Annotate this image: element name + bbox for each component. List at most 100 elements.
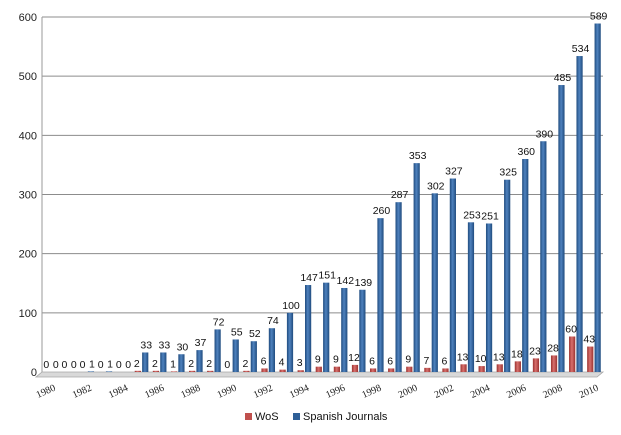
bar-wos: [207, 370, 214, 372]
data-labels: 0 0 0 0 0 1 0 1 0 0 233233130237272055252674410031…: [43, 11, 607, 371]
bar-spanish-journals: [323, 282, 330, 372]
bar-wos: [170, 371, 178, 372]
x-tick-label: 2004: [469, 383, 492, 401]
value-label-wos: 0: [43, 359, 49, 371]
x-tick-label: 2002: [433, 383, 456, 401]
bar-spanish-journals: [250, 341, 257, 372]
bar-spanish-journals: [305, 285, 312, 372]
bar-spanish-journals: [558, 85, 565, 373]
bar-spanish-journals: [485, 223, 493, 372]
x-tick-label: 1980: [35, 383, 58, 401]
value-label-wos: 9: [315, 354, 321, 366]
bar-wos: [478, 366, 485, 372]
value-label-spanish-journals: 360: [517, 146, 535, 158]
bar-spanish-journals: [395, 202, 402, 372]
value-label-wos: 2: [134, 358, 140, 370]
y-tick-label: 500: [19, 71, 37, 83]
value-label-wos: 7: [423, 355, 429, 367]
x-tick-label: 1982: [71, 383, 94, 401]
bar-wos: [550, 355, 558, 372]
bar-spanish-journals: [431, 193, 438, 372]
y-tick-label: 0: [31, 367, 37, 379]
y-tick-label: 100: [19, 308, 37, 320]
bar-spanish-journals: [522, 159, 529, 372]
value-label-wos: 0: [224, 359, 230, 371]
value-label-wos: 2: [188, 358, 194, 370]
value-label-spanish-journals: 1: [89, 358, 95, 370]
value-label-wos: 60: [565, 324, 577, 336]
value-label-wos: 10: [475, 353, 487, 365]
bar-wos: [460, 364, 467, 372]
x-tick-label: 2000: [397, 383, 420, 401]
value-label-spanish-journals: 287: [391, 189, 409, 201]
value-label-spanish-journals: 1: [107, 358, 113, 370]
value-label-wos: 0: [116, 359, 122, 371]
x-tick-label: 1998: [360, 383, 383, 401]
bar-spanish-journals: [594, 23, 601, 373]
value-label-spanish-journals: 589: [590, 11, 608, 23]
bar-wos: [496, 364, 503, 372]
x-tick-label: 2008: [541, 383, 564, 401]
value-label-spanish-journals: 485: [554, 72, 572, 84]
bar-spanish-journals: [268, 328, 276, 372]
x-tick-label: 1994: [288, 383, 311, 401]
value-label-spanish-journals: 302: [427, 180, 445, 192]
value-label-spanish-journals: 100: [282, 300, 300, 312]
value-label-wos: 13: [493, 351, 505, 363]
bar-spanish-journals: [576, 56, 583, 373]
value-label-wos: 18: [511, 348, 523, 360]
value-label-spanish-journals: 33: [158, 339, 170, 351]
value-label-spanish-journals: 260: [373, 205, 391, 217]
bar-spanish-journals: [214, 329, 221, 372]
bar-wos: [424, 367, 431, 372]
bar-wos: [261, 368, 268, 372]
value-label-spanish-journals: 72: [213, 316, 225, 328]
legend-label-wos: WoS: [255, 411, 279, 423]
bar-spanish-journals: [377, 218, 384, 372]
legend: WoS Spanish Journals: [245, 411, 388, 423]
value-label-wos: 0: [80, 359, 86, 371]
legend-swatch-wos: [245, 413, 252, 420]
value-label-spanish-journals: 55: [231, 326, 243, 338]
bar-wos: [189, 370, 196, 372]
value-label-wos: 6: [261, 355, 267, 367]
bar-spanish-journals: [504, 179, 511, 372]
value-label-spanish-journals: 534: [572, 43, 590, 55]
x-tick-label: 1986: [143, 383, 166, 401]
legend-swatch-spanish-journals: [293, 413, 300, 420]
value-label-wos: 2: [152, 358, 158, 370]
value-label-wos: 3: [297, 357, 303, 369]
bar-spanish-journals: [178, 354, 185, 372]
value-label-wos: 2: [242, 358, 248, 370]
bar-spanish-journals: [449, 178, 456, 372]
gridlines: [42, 16, 603, 314]
value-label-wos: 0: [62, 359, 68, 371]
value-label-wos: 23: [529, 345, 541, 357]
x-tick-label: 1988: [179, 383, 202, 401]
value-label-spanish-journals: 37: [195, 337, 207, 349]
bar-spanish-journals: [105, 371, 113, 372]
bar-wos: [532, 358, 540, 372]
bar-spanish-journals: [413, 163, 420, 372]
value-label-spanish-journals: 74: [267, 315, 279, 327]
value-label-spanish-journals: 151: [318, 270, 336, 282]
bar-spanish-journals: [196, 350, 203, 372]
bar-spanish-journals: [232, 339, 239, 372]
value-label-wos: 13: [457, 351, 469, 363]
bar-wos: [442, 368, 449, 372]
value-label-spanish-journals: 325: [499, 167, 517, 179]
value-label-wos: 9: [405, 354, 411, 366]
bar-wos: [152, 370, 160, 372]
bar-spanish-journals: [341, 287, 348, 372]
x-tick-label: 1990: [216, 383, 239, 401]
value-label-wos: 28: [547, 342, 559, 354]
x-tick-label: 1996: [324, 383, 347, 401]
bar-wos: [514, 361, 521, 372]
value-label-wos: 0: [98, 359, 104, 371]
value-label-spanish-journals: 390: [536, 128, 554, 140]
bar-wos: [569, 336, 576, 372]
value-label-wos: 6: [387, 355, 393, 367]
chart-floor: [34, 371, 605, 378]
